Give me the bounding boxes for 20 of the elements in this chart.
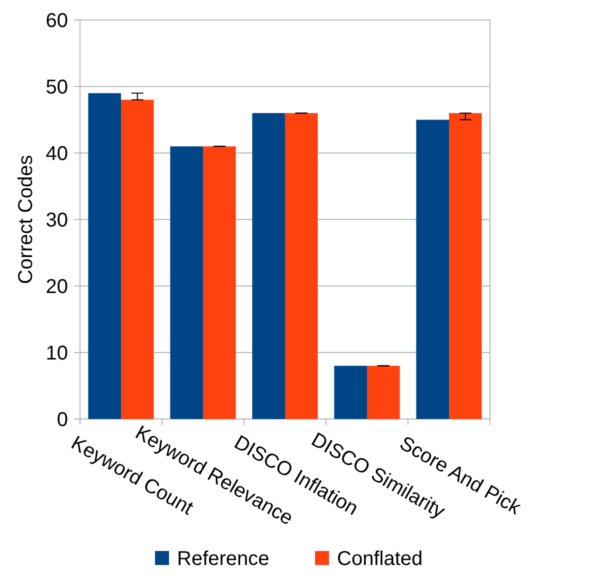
legend-label: Conflated	[337, 548, 423, 570]
bar	[367, 366, 400, 419]
y-tick-label: 60	[46, 10, 68, 32]
y-tick-label: 50	[46, 76, 68, 98]
bar	[170, 146, 203, 419]
bar	[416, 120, 449, 419]
y-tick-label: 20	[46, 276, 68, 298]
bar	[252, 113, 285, 419]
legend-label: Reference	[177, 548, 270, 570]
bar	[203, 146, 236, 419]
bar	[285, 113, 318, 419]
y-tick-label: 40	[46, 143, 68, 165]
y-tick-label: 0	[56, 409, 68, 431]
bar	[334, 366, 367, 419]
y-tick-label: 30	[46, 210, 68, 232]
y-axis-title: Correct Codes	[15, 155, 37, 284]
bar	[449, 113, 482, 419]
y-tick-label: 10	[46, 342, 68, 364]
bar	[121, 100, 154, 419]
bar	[88, 93, 121, 419]
